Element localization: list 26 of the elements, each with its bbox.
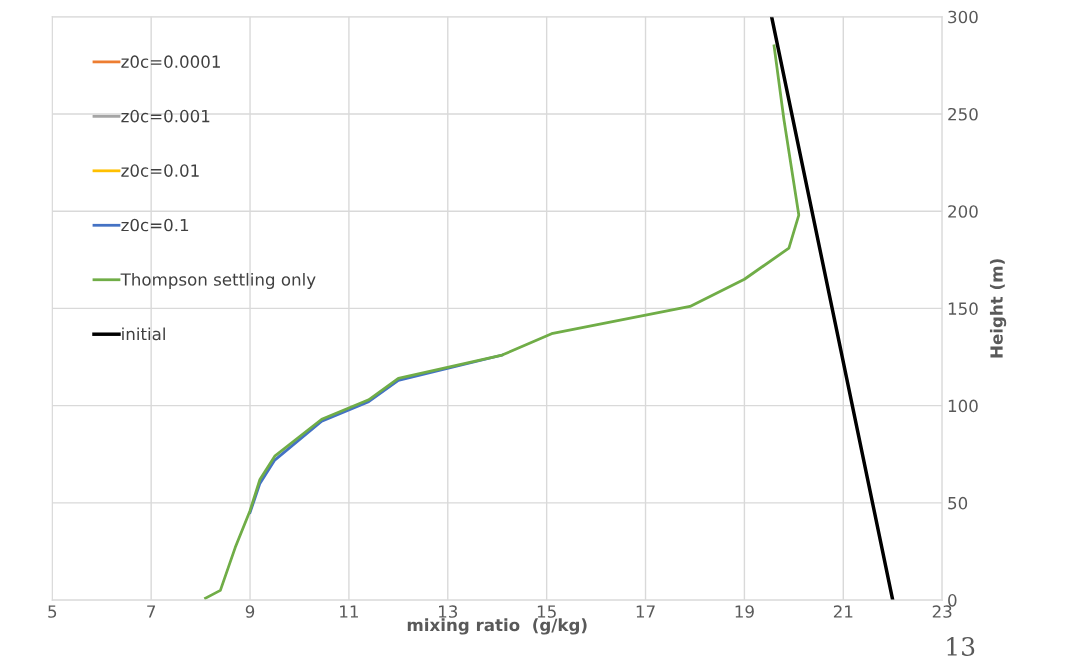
- text: 13: [947, 637, 975, 656]
- y-axis-title: Height (m): [989, 259, 1007, 358]
- y-tick-label: 0: [948, 594, 957, 607]
- legend-label: z0c=0.001: [121, 109, 210, 123]
- legend-label: z0c=0.0001: [121, 55, 220, 68]
- legend-label: initial: [122, 327, 165, 341]
- y-tick-label: 200: [948, 205, 978, 218]
- y-tick-label: 50: [948, 496, 968, 510]
- legend-label: Thompson settling only: [120, 272, 316, 290]
- y-tick-label: 150: [948, 302, 978, 315]
- legend-label: z0c=0.01: [121, 164, 199, 177]
- x-tick-label: 17: [636, 605, 655, 618]
- x-tick-label: 7: [147, 605, 156, 618]
- y-tick-label: 100: [948, 399, 978, 413]
- x-tick-label: 5: [48, 605, 57, 618]
- x-tick-label: 19: [735, 605, 754, 618]
- y-tick-label: 300: [948, 10, 978, 24]
- x-axis-title: mixing ratio (g/kg): [407, 618, 587, 635]
- x-tick-label: 13: [439, 605, 458, 618]
- legend-label: z0c=0.1: [121, 218, 189, 232]
- y-tick-label: 250: [948, 107, 978, 121]
- x-tick-label: 23: [932, 605, 952, 618]
- x-tick-label: 15: [537, 605, 556, 618]
- x-tick-label: 11: [340, 605, 358, 618]
- x-tick-label: 9: [245, 605, 255, 618]
- x-tick-label: 21: [833, 605, 853, 618]
